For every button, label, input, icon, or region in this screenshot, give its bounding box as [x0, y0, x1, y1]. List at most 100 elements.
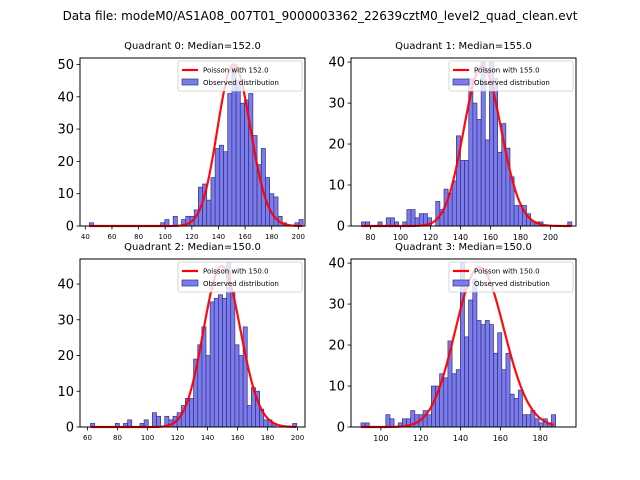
histogram-bar	[210, 177, 216, 227]
histogram-bar	[513, 397, 519, 428]
y-tick-label: 20	[328, 138, 345, 153]
x-tick-label: 140	[453, 233, 468, 242]
histogram-bar	[517, 389, 523, 428]
x-tick-label: 180	[513, 233, 528, 242]
y-tick-label: 40	[57, 278, 74, 293]
legend-box	[448, 60, 574, 92]
y-tick-label: 20	[57, 349, 74, 364]
histogram-bar	[472, 102, 478, 227]
legend: Poisson with 150.0 Observed distribution	[177, 261, 303, 293]
histogram-bar	[426, 414, 432, 428]
histogram-bar	[230, 290, 236, 428]
histogram-bar	[484, 320, 490, 428]
histogram-bar	[538, 422, 544, 428]
y-tick-label: 10	[57, 385, 74, 400]
legend-label-poisson: Poisson with 150.0	[203, 268, 269, 276]
histogram-bar	[205, 355, 211, 428]
x-tick-label: 60	[107, 233, 116, 241]
histogram-bar	[223, 151, 229, 227]
legend-box	[448, 261, 574, 293]
x-tick-label: 140	[201, 434, 214, 442]
legend-label-poisson: Poisson with 155.0	[474, 67, 540, 75]
x-tick-label: 180	[533, 434, 548, 443]
histogram-bar	[406, 209, 412, 227]
legend-label-observed: Observed distribution	[203, 79, 279, 87]
y-tick-label: 10	[57, 187, 74, 202]
x-tick-label: 160	[483, 233, 498, 242]
x-tick-label: 200	[292, 233, 305, 241]
histogram-bar	[218, 144, 224, 227]
histogram-bar	[201, 326, 207, 428]
y-tick-label: 0	[337, 421, 345, 436]
histogram-bar	[497, 151, 503, 227]
histogram-bar	[526, 414, 532, 428]
histogram-bar	[213, 297, 219, 428]
histogram-bar	[238, 355, 244, 428]
histogram-bar	[172, 215, 178, 227]
axes-frame	[79, 258, 306, 428]
histogram-bar	[222, 297, 227, 428]
legend-bar-swatch	[452, 279, 470, 287]
legend-label-observed: Observed distribution	[203, 280, 279, 288]
histogram-bar	[493, 352, 498, 428]
histogram-bar	[385, 217, 391, 227]
legend-bar-swatch	[181, 279, 199, 287]
histogram-bar	[248, 93, 254, 227]
subplot-title: Quadrant 3: Median=150.0	[395, 242, 532, 253]
x-tick-label: 100	[393, 233, 408, 242]
histogram-bar	[451, 373, 457, 428]
y-tick-label: 0	[66, 220, 74, 235]
legend-bar-swatch	[452, 78, 470, 86]
axes-frame	[350, 57, 577, 227]
subplot-quadrant-3: Quadrant 3: Median=150.0 0 10 20 30 40 100 120 1…	[328, 242, 577, 443]
x-tick-label: 160	[231, 434, 244, 442]
histogram-bar	[435, 201, 441, 227]
histogram-bar	[468, 299, 474, 428]
legend-box	[177, 60, 303, 92]
histogram-bar	[234, 344, 240, 428]
histogram-bar	[410, 209, 416, 227]
subplot-quadrant-2: Quadrant 2: Median=150.0 0 10 20 30 40 60 80 100…	[57, 242, 306, 442]
x-tick-label: 80	[113, 434, 122, 442]
y-tick-label: 30	[57, 313, 74, 328]
histogram-bar	[246, 405, 252, 428]
x-tick-label: 200	[543, 233, 558, 242]
histogram-bar	[189, 398, 194, 428]
histogram-bar	[227, 93, 233, 227]
x-tick-label: 80	[365, 233, 375, 242]
y-tick-label: 0	[66, 421, 74, 436]
histogram-bar	[476, 320, 482, 428]
x-tick-label: 100	[159, 233, 172, 241]
x-tick-label: 160	[493, 434, 508, 443]
x-tick-label: 120	[413, 434, 428, 443]
legend-label-observed: Observed distribution	[474, 280, 550, 288]
y-tick-label: 0	[337, 220, 345, 235]
x-tick-label: 200	[291, 434, 304, 442]
subplot-quadrant-0: Quadrant 0: Median=152.0 0 10 20 30 40 50 40 60 8…	[57, 41, 306, 241]
histogram-bar	[509, 393, 515, 428]
x-tick-label: 100	[373, 434, 388, 443]
legend-label-observed: Observed distribution	[474, 79, 550, 87]
y-tick-label: 40	[328, 56, 345, 71]
histogram-bar	[206, 199, 212, 227]
legend: Poisson with 150.0 Observed distribution	[448, 261, 574, 293]
histogram-bar	[488, 324, 494, 428]
histogram-bar	[263, 419, 269, 428]
histogram-bar	[209, 301, 215, 428]
legend-bar-swatch	[181, 78, 199, 86]
histogram-bar	[501, 369, 507, 428]
histogram-bar	[152, 412, 157, 428]
y-tick-label: 30	[328, 97, 345, 112]
x-tick-label: 120	[185, 233, 198, 241]
x-tick-label: 160	[238, 233, 251, 241]
x-tick-label: 120	[171, 434, 184, 442]
x-tick-label: 80	[134, 233, 143, 241]
histogram-bar	[390, 217, 395, 227]
y-tick-label: 50	[57, 58, 74, 73]
x-tick-label: 40	[81, 233, 90, 241]
legend-label-poisson: Poisson with 150.0	[474, 268, 540, 276]
x-tick-label: 180	[265, 233, 278, 241]
legend: Poisson with 155.0 Observed distribution	[448, 60, 574, 92]
histogram-bar	[484, 139, 490, 227]
histogram-bar	[385, 414, 391, 428]
